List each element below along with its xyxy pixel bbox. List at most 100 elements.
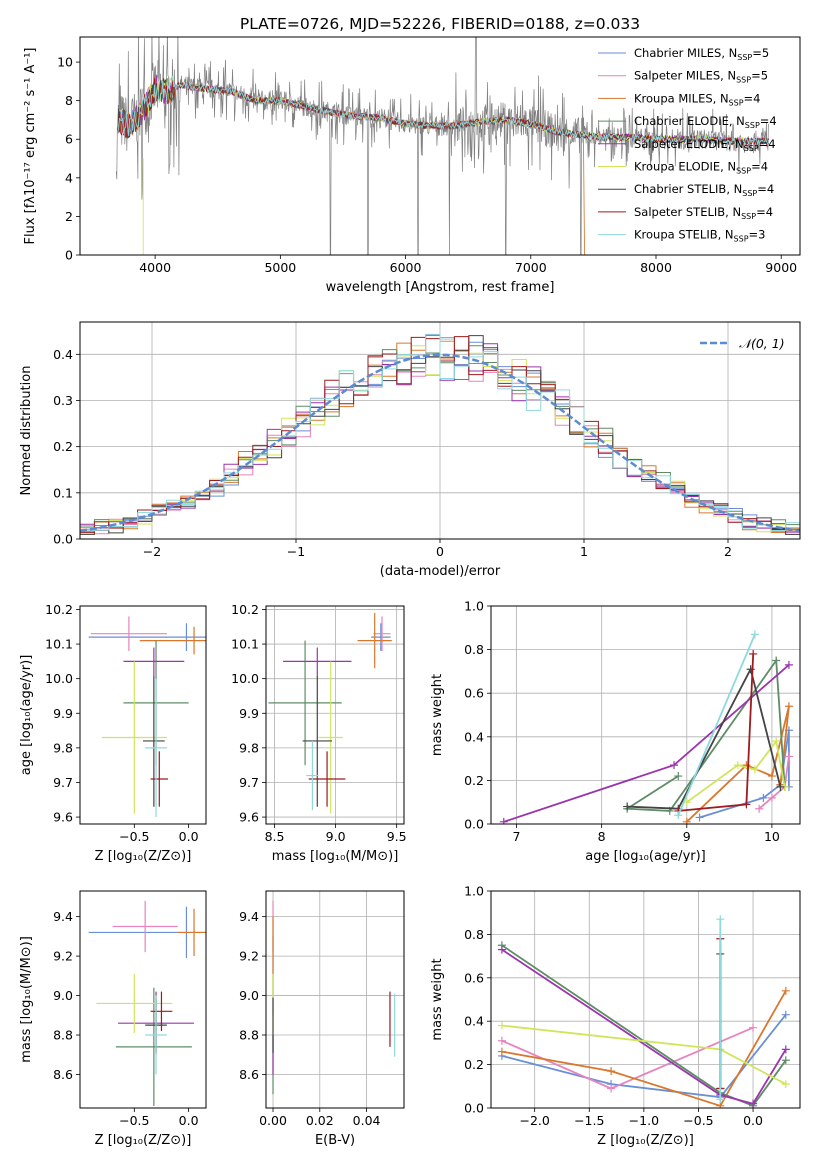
y-tick-label: 0.3 — [53, 393, 73, 408]
y-tick-label: 1.0 — [464, 599, 484, 614]
legend-label-normal: 𝒩(0, 1) — [739, 336, 785, 351]
x-tick-label: −0.5 — [683, 1113, 713, 1128]
weight-marker — [755, 804, 764, 813]
y-tick-label: 0.0 — [53, 532, 73, 547]
y-axis-label: Normed distribution — [19, 366, 34, 496]
axes-frame — [490, 890, 801, 1109]
weight-marker — [497, 1047, 506, 1056]
y-tick-label: 9.8 — [53, 740, 73, 755]
axes-frame — [79, 890, 207, 1109]
weight-marker — [607, 1084, 616, 1093]
x-tick-label: 6000 — [390, 260, 422, 275]
weight-marker — [750, 630, 759, 639]
y-tick-label: 0.8 — [464, 927, 484, 942]
weight-series-5 — [682, 737, 789, 807]
x-tick-label: 10 — [764, 829, 780, 844]
weight-marker — [749, 1099, 758, 1108]
error-point-2 — [139, 626, 206, 655]
legend: 𝒩(0, 1) — [700, 336, 785, 351]
error-point-2 — [357, 612, 392, 669]
axes-frame — [265, 890, 405, 1109]
y-tick-label: 9.7 — [53, 775, 73, 790]
y-tick-label: 9.9 — [53, 706, 73, 721]
y-tick-label: 10.2 — [231, 602, 259, 617]
x-tick-label: 9000 — [765, 260, 797, 275]
error-point-0 — [88, 623, 206, 651]
legend-label-6: Chabrier STELIB, NSSP=4 — [634, 182, 774, 198]
x-axis-label: mass [log₁₀(M/M⊙)] — [272, 849, 399, 864]
y-tick-label: 0.0 — [464, 1101, 484, 1116]
weight-marker — [674, 811, 683, 820]
error-point-8 — [145, 678, 167, 818]
error-point-1 — [112, 900, 178, 953]
y-tick-label: 8.6 — [53, 1067, 73, 1082]
panel-weight-vs-age: 7 8 9 10 0.0 0.2 0.4 0.6 0.8 1.0 age [log₁₀(age/yr… — [430, 599, 801, 864]
weight-marker — [749, 649, 758, 658]
y-tick-label: 10.1 — [231, 637, 259, 652]
y-tick-label: 0.4 — [464, 1014, 484, 1029]
weight-marker — [781, 1080, 790, 1089]
weight-marker — [781, 1010, 790, 1019]
axes-frame — [79, 605, 207, 825]
error-point-7 — [150, 991, 173, 1032]
legend-label-4: Salpeter ELODIE, NSSP=4 — [634, 137, 776, 153]
x-tick-label: 5000 — [264, 260, 296, 275]
y-tick-label: 9.4 — [53, 909, 73, 924]
x-tick-label: −0.5 — [119, 1113, 149, 1128]
axes-frame — [79, 36, 801, 256]
x-tick-label: 2 — [724, 544, 732, 559]
weight-marker — [781, 1056, 790, 1065]
weight-marker — [767, 793, 776, 802]
y-tick-label: 10.0 — [231, 671, 259, 686]
weight-marker — [670, 761, 679, 770]
x-tick-label: 0.0 — [743, 1113, 763, 1128]
legend-label-1: Salpeter MILES, NSSP=5 — [634, 69, 768, 85]
legend: Chabrier MILES, NSSP=5 Salpeter MILES, NS… — [598, 46, 777, 244]
x-tick-label: 1 — [580, 544, 588, 559]
spectrum-line — [115, 37, 769, 255]
panel-age-vs-mass: 8.5 9.0 9.5 9.6 9.7 9.8 9.9 10.0 10.1 10.2 mass [l… — [231, 602, 406, 864]
weight-marker — [497, 945, 506, 954]
x-axis-label: Z [log₁₀(Z/Z⊙)] — [597, 1133, 694, 1148]
y-tick-label: 9.0 — [53, 988, 73, 1003]
error-point-4 — [283, 647, 352, 676]
weight-marker — [733, 761, 742, 770]
y-tick-label: 0 — [65, 248, 73, 263]
x-tick-label: 0.02 — [306, 1113, 334, 1128]
y-axis-label: mass [log₁₀(M/M⊙)] — [19, 936, 34, 1063]
weight-line — [501, 1014, 787, 1099]
weight-marker — [781, 986, 790, 995]
panel-mass-vs-Z: −0.5 0.0 8.6 8.8 9.0 9.2 9.4 Z [log₁₀(Z/Z⊙)] mas… — [19, 890, 207, 1148]
y-tick-label: 9.0 — [239, 988, 259, 1003]
y-tick-label: 8 — [65, 93, 73, 108]
weight-marker — [781, 1045, 790, 1054]
normal-curve — [80, 353, 800, 533]
legend-label-3: Chabrier ELODIE, NSSP=4 — [634, 114, 777, 130]
plot-area — [499, 630, 793, 824]
weight-marker — [772, 656, 781, 665]
plot-area — [497, 915, 790, 1108]
x-tick-label: −2 — [143, 544, 161, 559]
weight-marker — [742, 800, 751, 809]
figure-title: PLATE=0726, MJD=52226, FIBERID=0188, z=0… — [240, 15, 640, 33]
y-tick-label: 0.6 — [464, 686, 484, 701]
x-tick-label: 0.04 — [353, 1113, 381, 1128]
plot-area — [272, 900, 396, 1095]
weight-line — [758, 756, 790, 810]
x-tick-label: 0 — [436, 544, 444, 559]
y-tick-label: 0.6 — [464, 970, 484, 985]
plot-area — [88, 616, 206, 818]
model-line-7 — [117, 78, 770, 146]
weight-marker — [776, 782, 785, 791]
axes-frame — [490, 605, 801, 825]
legend-label-7: Salpeter STELIB, NSSP=4 — [634, 205, 773, 221]
y-tick-label: 10.2 — [45, 602, 73, 617]
y-tick-label: 9.2 — [239, 949, 259, 964]
error-point-6 — [143, 675, 165, 807]
y-tick-label: 0.8 — [464, 642, 484, 657]
y-tick-label: 4 — [65, 170, 73, 185]
y-tick-label: 9.6 — [239, 810, 259, 825]
weight-marker — [772, 737, 781, 746]
y-tick-label: 0.4 — [53, 347, 73, 362]
